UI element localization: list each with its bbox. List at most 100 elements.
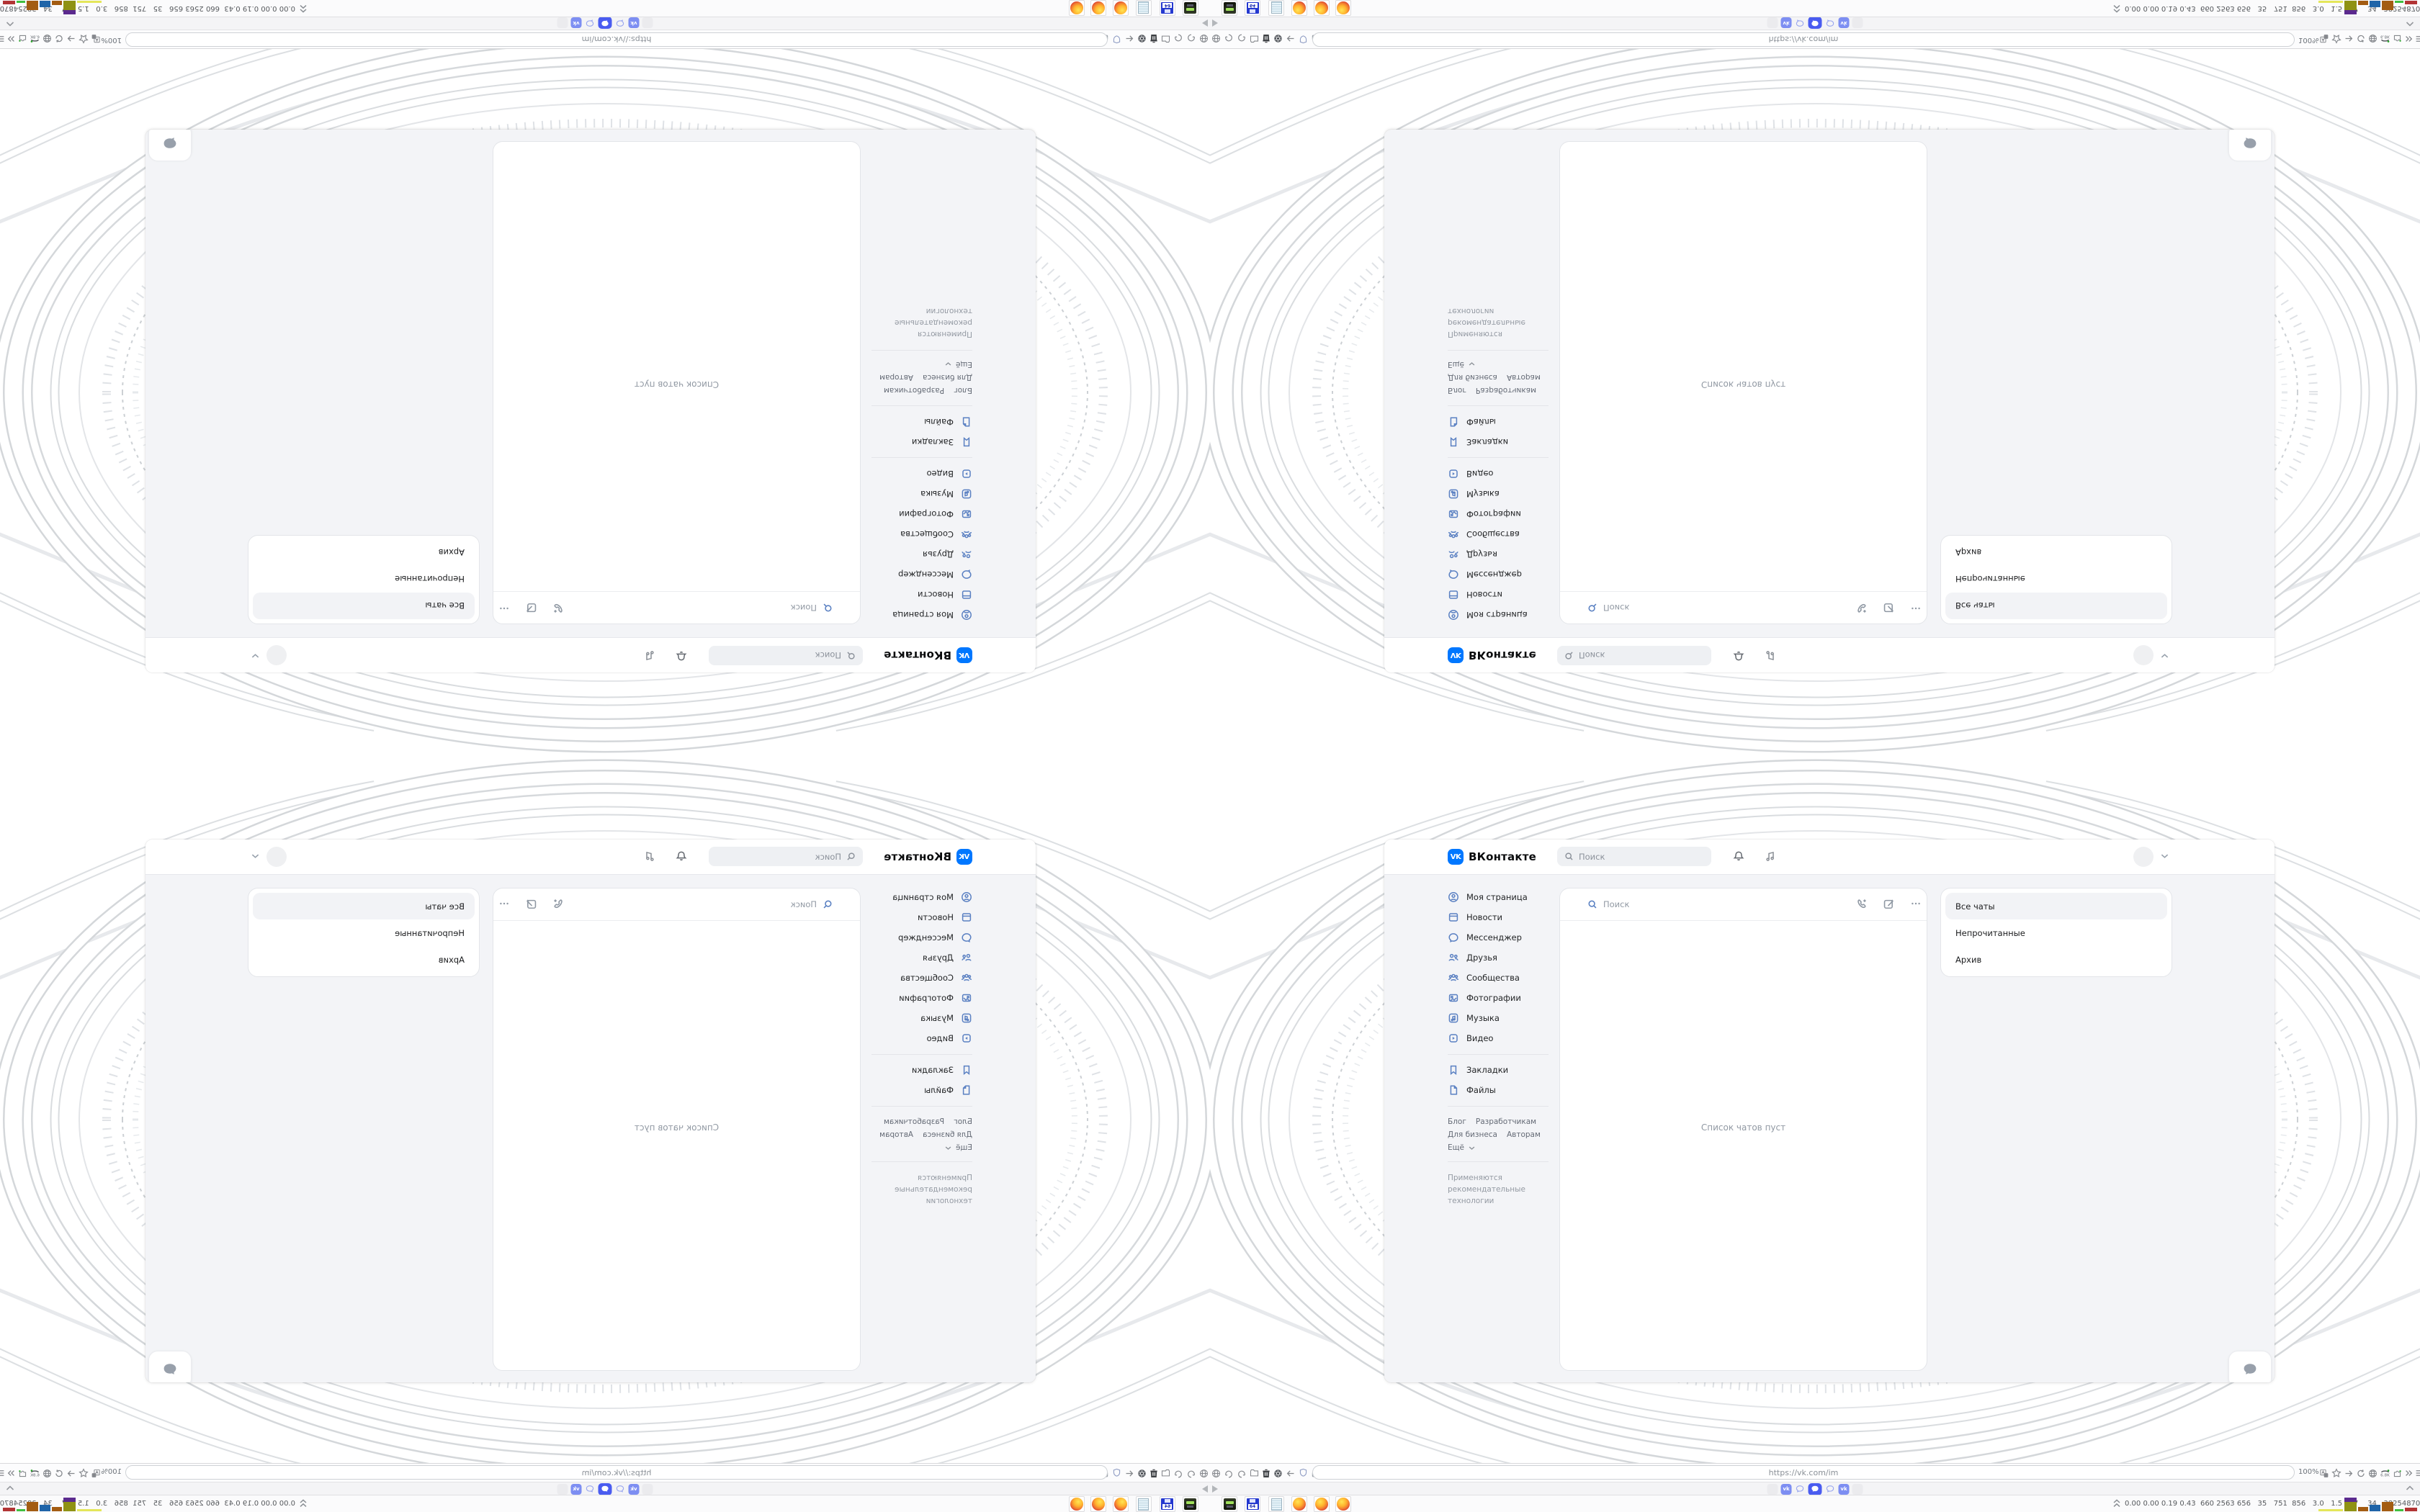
forward-arrow-icon[interactable] (2344, 35, 2354, 44)
launcher-floppy-app[interactable]: 64 (1160, 1496, 1175, 1512)
globe-extension-icon[interactable] (42, 35, 52, 44)
compose-message-icon[interactable] (1883, 898, 1895, 910)
bookmark-star-icon[interactable] (2331, 34, 2341, 44)
vk-brand-wordmark[interactable]: ВКонтакте (883, 649, 951, 662)
undo-arc-icon[interactable] (1186, 35, 1196, 44)
zoom-level[interactable]: 100% (101, 1468, 122, 1476)
folder-icon[interactable] (1161, 1469, 1170, 1477)
global-search-input[interactable]: Поиск (709, 847, 863, 866)
launcher-floppy-app[interactable]: 64 (1245, 1496, 1260, 1512)
launcher-floppy-app[interactable]: 64 (1160, 0, 1175, 16)
shield-icon[interactable] (1299, 1468, 1308, 1478)
url-bar[interactable]: https://vk.com/im (125, 32, 1108, 47)
sidebar-item-news[interactable]: Новости (918, 907, 972, 927)
launcher-firefox-1[interactable] (1113, 0, 1129, 16)
tab-empty[interactable] (557, 1483, 568, 1495)
sidebar-item-video[interactable]: Видео (927, 464, 972, 484)
menu-hamburger-icon[interactable] (2415, 1469, 2420, 1477)
footer-link-authors[interactable]: Авторам (879, 373, 914, 382)
footer-link-more[interactable]: Ещё (945, 359, 972, 369)
tab-empty[interactable] (557, 17, 568, 29)
globe-icon[interactable] (1199, 1469, 1209, 1478)
chevron-down-icon[interactable] (251, 653, 259, 659)
launcher-firefox-3[interactable] (1335, 1496, 1351, 1512)
extensions-puzzle-icon[interactable] (18, 1469, 27, 1478)
more-options-icon[interactable] (498, 898, 510, 909)
footer-link-developers[interactable]: Разработчикам (1475, 1117, 1537, 1126)
tab-list-caret-icon[interactable] (2406, 20, 2414, 27)
undo-arc-icon[interactable] (1186, 1469, 1196, 1478)
tab-chat-bubble[interactable] (615, 1484, 626, 1495)
bookmark-star-icon[interactable] (79, 1468, 89, 1478)
reload-icon[interactable] (2356, 1469, 2366, 1478)
forward-arrow-icon[interactable] (66, 35, 76, 44)
launcher-drive-app[interactable] (1222, 0, 1237, 16)
undo-arc-icon[interactable] (1224, 35, 1234, 44)
tab-list-caret-icon[interactable] (6, 20, 14, 27)
overflow-chevrons-icon[interactable] (7, 1469, 16, 1477)
launcher-drive-app[interactable] (1183, 1496, 1198, 1512)
bookmark-star-icon[interactable] (79, 34, 89, 44)
tab-scroll-left-icon[interactable] (1202, 19, 1208, 27)
profile-avatar[interactable] (266, 645, 287, 665)
tab-chat-bubble[interactable] (585, 1484, 596, 1495)
footer-link-blog[interactable]: Блог (954, 386, 972, 395)
sidebar-item-news[interactable]: Новости (1448, 907, 1502, 927)
footer-link-blog[interactable]: Блог (1448, 1117, 1466, 1126)
chat-search-input[interactable]: Поиск (791, 899, 833, 909)
sidebar-item-communities[interactable]: Сообщества (900, 968, 972, 988)
tab-chat-bubble[interactable] (1825, 1484, 1836, 1495)
tab-vk-favicon[interactable]: vk (628, 17, 640, 29)
globe-icon[interactable] (1211, 35, 1221, 44)
tab-chat-bubble[interactable] (615, 18, 626, 29)
tab-chat-bubble[interactable] (1825, 18, 1836, 29)
tab-vk-favicon[interactable]: vk (1838, 17, 1850, 29)
compose-message-icon[interactable] (525, 898, 537, 910)
support-chat-button[interactable] (2228, 130, 2272, 161)
zoom-level[interactable]: 100% (101, 36, 122, 44)
sidebar-item-messenger[interactable]: Мессенджер (1448, 564, 1522, 585)
extensions-puzzle-icon[interactable] (18, 35, 27, 44)
redo-arc-icon[interactable] (1173, 35, 1183, 44)
shield-icon[interactable] (1112, 34, 1121, 44)
menu-hamburger-icon[interactable] (0, 1469, 5, 1477)
support-chat-button[interactable] (148, 130, 192, 161)
vk-brand-wordmark[interactable]: ВКонтакте (883, 850, 951, 863)
tab-scroll-left-icon[interactable] (1212, 19, 1218, 27)
profile-avatar[interactable] (2133, 645, 2154, 665)
tab-list-caret-icon[interactable] (6, 1485, 14, 1492)
footer-link-developers[interactable]: Разработчикам (1475, 386, 1537, 395)
menu-hamburger-icon[interactable] (2415, 35, 2420, 43)
tab-messenger-active[interactable] (598, 17, 612, 30)
sidebar-item-friends[interactable]: Друзья (1448, 948, 1497, 968)
new-call-icon[interactable] (552, 898, 564, 910)
profile-avatar[interactable] (266, 847, 287, 867)
shield-icon[interactable] (1112, 1468, 1121, 1478)
sidebar-item-video[interactable]: Видео (1448, 1028, 1493, 1048)
launcher-firefox-1[interactable] (1291, 0, 1307, 16)
back-arrow-icon[interactable] (1286, 1469, 1296, 1478)
tab-messenger-active[interactable] (1808, 1482, 1822, 1495)
more-options-icon[interactable] (1910, 603, 1922, 614)
sidebar-item-bookmarks[interactable]: Закладки (1448, 432, 1508, 452)
sidebar-item-messenger[interactable]: Мессенджер (1448, 927, 1522, 948)
reload-icon[interactable] (54, 1469, 64, 1478)
tab-empty[interactable] (1767, 1483, 1778, 1495)
launcher-notepad-app[interactable] (1268, 0, 1284, 16)
filter-unread[interactable]: Непрочитанные (1945, 919, 2167, 946)
launcher-firefox-3[interactable] (1069, 1496, 1085, 1512)
overflow-chevrons-icon[interactable] (2404, 1469, 2413, 1477)
trash-icon[interactable] (1262, 1469, 1270, 1478)
chat-search-input[interactable]: Поиск (791, 603, 833, 613)
tray-expander-icon[interactable] (2112, 1498, 2121, 1508)
fingerprint-badge-icon[interactable] (1137, 1469, 1147, 1478)
sidebar-item-bookmarks[interactable]: Закладки (912, 432, 972, 452)
tab-vk-favicon[interactable]: vk (1780, 1483, 1792, 1495)
back-arrow-icon[interactable] (1124, 1469, 1134, 1478)
sidebar-item-friends[interactable]: Друзья (923, 948, 972, 968)
sidebar-item-files[interactable]: Файлы (924, 412, 972, 432)
tab-empty[interactable] (1852, 1483, 1863, 1495)
launcher-firefox-3[interactable] (1335, 0, 1351, 16)
tab-empty[interactable] (642, 1483, 653, 1495)
vk-logo-icon[interactable]: VK (1448, 849, 1464, 865)
